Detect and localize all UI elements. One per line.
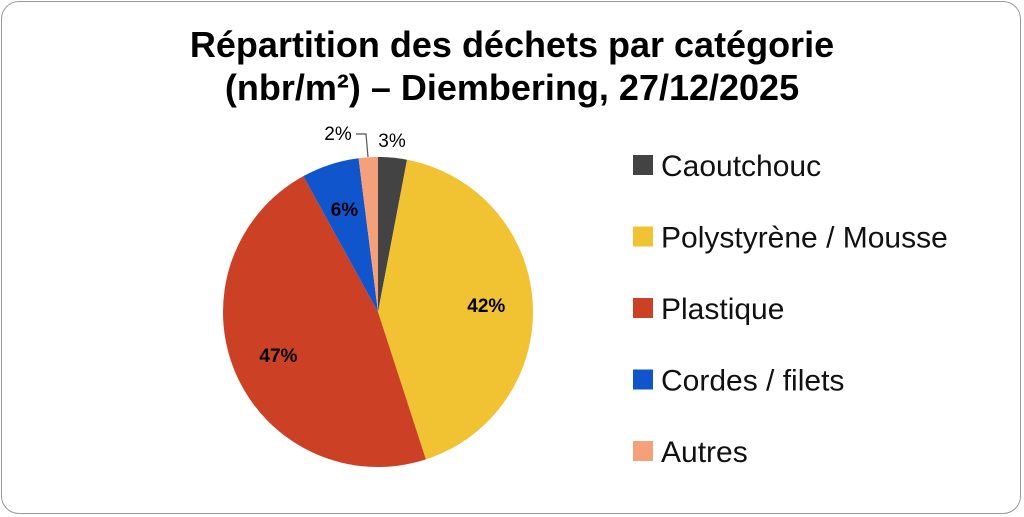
data-label-1: 42% <box>467 296 505 317</box>
data-label-4: 2% <box>324 124 352 145</box>
data-label-2: 47% <box>259 346 297 367</box>
pie-slice-0 <box>378 157 408 312</box>
legend-label-4: Autres <box>661 436 748 469</box>
legend-swatch-1 <box>633 226 653 247</box>
chart-title-line-2: (nbr/m²) – Diembering, 27/12/2025 <box>225 67 799 108</box>
legend-label-0: Caoutchouc <box>661 150 821 183</box>
legend-label-3: Cordes / filets <box>661 365 844 398</box>
pie-slice-3 <box>303 158 378 312</box>
legend-swatch-2 <box>633 298 653 318</box>
data-label-0: 3% <box>378 131 406 152</box>
legend-label-1: Polystyrène / Mousse <box>661 222 948 255</box>
leader-line <box>356 133 369 158</box>
pie-slice-2 <box>223 176 426 467</box>
legend-swatch-3 <box>633 369 653 390</box>
data-label-3: 6% <box>331 200 359 221</box>
legend-swatch-4 <box>633 441 653 461</box>
chart-title-line-1: Répartition des déchets par catégorie <box>190 24 834 65</box>
pie-slice-1 <box>378 159 533 460</box>
legend-label-2: Plastique <box>661 293 784 326</box>
legend-swatch-0 <box>633 155 653 175</box>
pie-slice-4 <box>358 157 378 312</box>
